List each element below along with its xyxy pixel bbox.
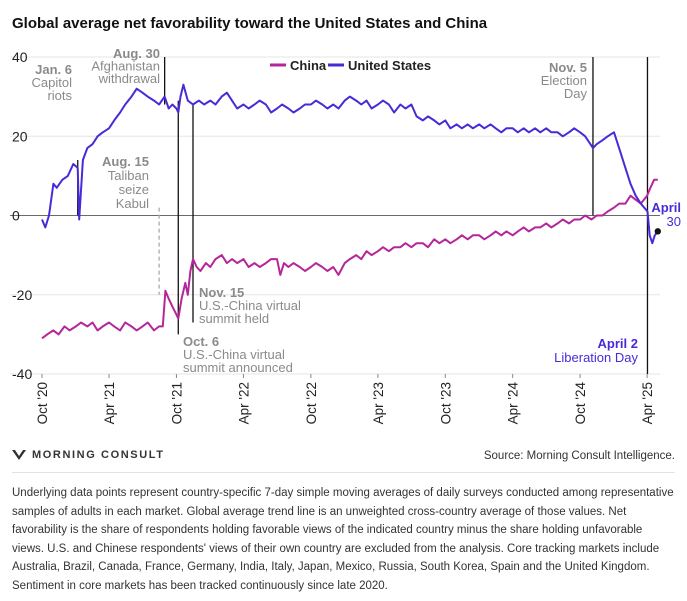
event-aug15-text: Taliban xyxy=(108,168,149,183)
event-jan6-title: Jan. 6 xyxy=(35,62,72,77)
x-tick-label: Apr '23 xyxy=(371,382,386,424)
line-chart: -40 -20 0 20 40 Oct '20 Apr '21 Oct '21 Apr '22… xyxy=(10,46,681,424)
event-oct6-title: Oct. 6 xyxy=(183,334,219,349)
event-aug30-text: Afghanistan xyxy=(91,59,160,74)
event-aug30-title: Aug. 30 xyxy=(113,46,160,61)
april-30-marker xyxy=(654,228,661,235)
event-aug15-text: Kabul xyxy=(116,196,149,211)
event-nov15-text: U.S.-China virtual xyxy=(199,298,301,313)
event-oct6-text: summit announced xyxy=(183,360,293,375)
event-nov15-text: summit held xyxy=(199,311,269,326)
x-axis-ticks: Oct '20 Apr '21 Oct '21 Apr '22 Oct '22 Apr '… xyxy=(35,374,655,424)
x-tick-label: Apr '21 xyxy=(102,382,117,424)
methodology-footnote: Underlying data points represent country… xyxy=(12,487,674,592)
x-tick-label: Oct '21 xyxy=(169,382,184,424)
x-tick-label: Apr '25 xyxy=(640,382,655,424)
series-line-united-states xyxy=(41,83,659,245)
event-oct6-text: U.S.-China virtual xyxy=(183,347,285,362)
event-nov5-title: Nov. 5 xyxy=(549,60,587,75)
event-april30-text: 30 xyxy=(667,214,681,229)
x-tick-label: Oct '20 xyxy=(35,382,50,424)
event-nov15-title: Nov. 15 xyxy=(199,285,244,300)
source-note: Source: Morning Consult Intelligence. xyxy=(483,450,675,462)
event-nov5-text: Election xyxy=(541,73,587,88)
y-tick-label: -20 xyxy=(12,287,32,303)
x-tick-label: Apr '24 xyxy=(506,382,521,425)
y-axis-ticks: -40 -20 0 20 40 xyxy=(12,49,32,382)
event-april2-text: Liberation Day xyxy=(554,350,638,365)
event-jan6-text: riots xyxy=(47,88,72,103)
event-aug15-title: Aug. 15 xyxy=(102,154,149,169)
series-line-china xyxy=(41,178,658,340)
chart-title: Global average net favorability toward t… xyxy=(12,15,488,32)
y-tick-label: 20 xyxy=(12,128,28,144)
event-jan6-text: Capitol xyxy=(32,75,73,90)
event-aug15-text: seize xyxy=(119,182,149,197)
logo-text: MORNING CONSULT xyxy=(32,449,165,461)
event-nov5-text: Day xyxy=(564,86,588,101)
x-tick-label: Oct '22 xyxy=(304,382,319,424)
series-lines xyxy=(41,83,661,340)
event-april30-title: April xyxy=(651,200,681,215)
legend-label: United States xyxy=(348,58,431,73)
morning-consult-logo: MORNING CONSULT xyxy=(12,449,165,461)
event-aug30-text: withdrawal xyxy=(98,71,161,86)
x-tick-label: Apr '22 xyxy=(236,382,251,424)
x-tick-label: Oct '24 xyxy=(573,382,588,425)
legend-label: China xyxy=(290,58,327,73)
legend: China United States xyxy=(270,58,431,73)
y-tick-label: -40 xyxy=(12,366,32,382)
y-tick-label: 0 xyxy=(12,208,20,224)
y-tick-label: 40 xyxy=(12,49,28,65)
gridlines xyxy=(10,56,660,375)
event-april2-title: April 2 xyxy=(598,336,638,351)
x-tick-label: Oct '23 xyxy=(438,382,453,424)
morning-consult-mark-icon xyxy=(12,450,26,460)
footer-divider xyxy=(12,472,675,473)
